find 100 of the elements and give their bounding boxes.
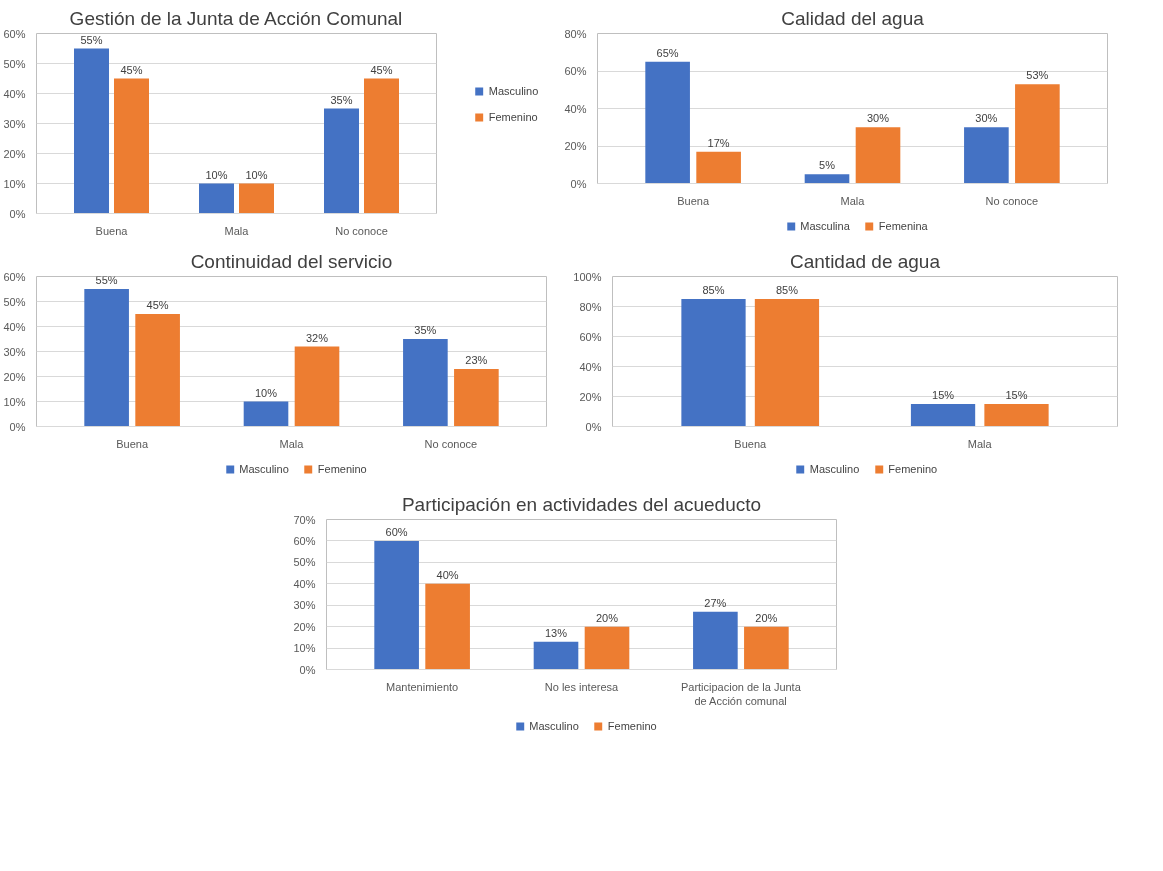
y-tick-label: 60% bbox=[564, 65, 587, 77]
y-tick-label: 0% bbox=[570, 177, 587, 190]
x-tick-label: No conoce bbox=[335, 224, 388, 237]
x-tick-label: No les interesa bbox=[544, 680, 620, 693]
legend-label: Masculino bbox=[809, 463, 860, 475]
x-tick-label: Mantenimiento bbox=[386, 680, 459, 693]
bar bbox=[364, 78, 399, 214]
y-tick-label: 20% bbox=[579, 390, 602, 403]
bar bbox=[425, 583, 470, 670]
y-tick-label: 40% bbox=[293, 577, 316, 590]
y-tick-label: 30% bbox=[3, 345, 26, 358]
y-tick-label: 60% bbox=[293, 534, 316, 547]
y-tick-label: 50% bbox=[3, 295, 26, 308]
y-tick-label: 100% bbox=[573, 270, 602, 283]
data-label: 35% bbox=[330, 93, 353, 106]
y-tick-label: 10% bbox=[3, 177, 26, 190]
data-label: 20% bbox=[755, 611, 778, 624]
bar bbox=[533, 641, 579, 670]
data-label: 27% bbox=[704, 596, 727, 609]
data-label: 45% bbox=[120, 63, 143, 76]
y-tick-label: 20% bbox=[564, 140, 587, 152]
bar bbox=[239, 183, 274, 214]
data-label: 60% bbox=[385, 525, 408, 538]
y-tick-label: 30% bbox=[3, 117, 26, 130]
x-tick-label: No conoce bbox=[424, 437, 478, 450]
data-label: 85% bbox=[702, 284, 725, 296]
data-label: 55% bbox=[95, 274, 118, 286]
y-tick-label: 40% bbox=[579, 360, 602, 373]
data-label: 10% bbox=[245, 168, 268, 181]
y-tick-label: 20% bbox=[3, 147, 26, 160]
bar bbox=[324, 108, 359, 214]
chart-title: Calidad del agua bbox=[781, 7, 925, 29]
chart-title: Participación en actividades del acueducto bbox=[401, 493, 762, 515]
data-label: 55% bbox=[80, 33, 103, 46]
y-tick-label: 80% bbox=[579, 300, 602, 313]
x-tick-label: No conoce bbox=[985, 194, 1039, 207]
bar bbox=[744, 626, 789, 670]
y-tick-label: 10% bbox=[293, 642, 316, 655]
legend-label: Femenino bbox=[317, 463, 367, 475]
data-label: 15% bbox=[1005, 389, 1028, 401]
legend-label: Femenino bbox=[607, 720, 657, 732]
x-tick-label: Mala bbox=[224, 224, 250, 237]
y-tick-label: 0% bbox=[299, 663, 316, 676]
x-tick-label: Participacion de la Junta de Acción comunal bbox=[680, 680, 802, 707]
data-label: 5% bbox=[819, 159, 836, 172]
x-tick-label: Buena bbox=[677, 194, 710, 207]
data-label: 17% bbox=[707, 136, 730, 149]
y-tick-label: 0% bbox=[9, 207, 26, 220]
x-tick-label: Buena bbox=[734, 437, 768, 450]
data-label: 23% bbox=[465, 354, 488, 366]
bar bbox=[454, 369, 499, 427]
x-tick-label: Buena bbox=[116, 437, 149, 450]
bar bbox=[693, 611, 738, 670]
legend-label: Masculino bbox=[239, 463, 289, 475]
y-tick-label: 40% bbox=[3, 320, 26, 333]
y-tick-label: 40% bbox=[3, 87, 26, 100]
legend-label: Femenino bbox=[488, 110, 538, 123]
bar bbox=[135, 314, 180, 427]
data-label: 15% bbox=[932, 389, 955, 401]
data-label: 32% bbox=[305, 331, 329, 344]
bar bbox=[855, 127, 901, 184]
bar bbox=[294, 346, 340, 427]
bar bbox=[645, 61, 690, 184]
data-label: 85% bbox=[775, 284, 799, 296]
bar bbox=[243, 401, 289, 427]
y-tick-label: 50% bbox=[3, 57, 26, 70]
chart-title: Continuidad del servicio bbox=[190, 250, 393, 272]
y-tick-label: 40% bbox=[564, 102, 587, 115]
bar bbox=[964, 127, 1009, 184]
bar bbox=[74, 48, 109, 214]
data-label: 35% bbox=[414, 324, 437, 336]
legend-label: Masculino bbox=[488, 84, 539, 97]
data-label: 30% bbox=[866, 112, 890, 125]
y-tick-label: 0% bbox=[585, 420, 602, 433]
y-tick-label: 50% bbox=[293, 556, 316, 569]
data-label: 20% bbox=[595, 611, 619, 624]
y-tick-label: 30% bbox=[293, 599, 316, 612]
bar bbox=[584, 626, 630, 670]
data-label: 53% bbox=[1026, 69, 1049, 82]
x-tick-label: Mala bbox=[967, 437, 993, 450]
bar bbox=[374, 540, 419, 670]
y-tick-label: 70% bbox=[293, 513, 316, 526]
bar bbox=[114, 78, 149, 214]
bar bbox=[84, 289, 129, 427]
data-label: 13% bbox=[544, 626, 568, 639]
y-tick-label: 0% bbox=[9, 420, 26, 433]
bar bbox=[804, 174, 850, 184]
x-tick-label: Mala bbox=[279, 437, 305, 450]
legend-label: Femenina bbox=[878, 220, 928, 232]
bar bbox=[1015, 84, 1060, 184]
data-label: 45% bbox=[370, 63, 393, 76]
y-tick-label: 60% bbox=[3, 270, 26, 283]
data-label: 65% bbox=[656, 46, 679, 59]
x-tick-label: Buena bbox=[95, 224, 129, 237]
y-tick-label: 60% bbox=[3, 27, 26, 40]
legend-label: Masculino bbox=[529, 720, 579, 732]
legend-label: Masculina bbox=[800, 220, 850, 232]
x-tick-label: Mala bbox=[840, 194, 866, 207]
chart-title: Gestión de la Junta de Acción Comunal bbox=[69, 7, 403, 29]
bar bbox=[403, 339, 448, 427]
